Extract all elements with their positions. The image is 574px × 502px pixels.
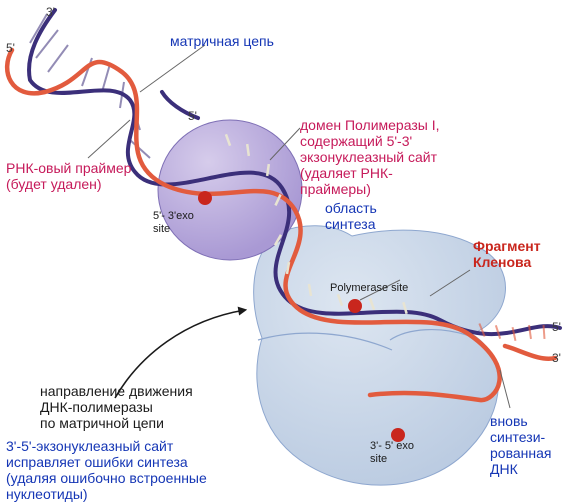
- end-5p-r: 5': [552, 321, 561, 335]
- end-5p-mid: 5': [188, 110, 197, 124]
- lead-matrix: [140, 45, 205, 92]
- label-exo53: 5'- 3'exosite: [153, 210, 194, 235]
- polymerase-dot: [348, 299, 362, 313]
- label-exo35: 3'- 5' exosite: [370, 440, 414, 465]
- tick-1: [247, 144, 249, 156]
- label-proofread: 3'-5'-экзонуклеазный сайтисправляет ошиб…: [6, 438, 207, 502]
- tick-tail-4: [544, 325, 545, 339]
- lead-primer: [88, 120, 130, 158]
- new-strand-tail: [505, 346, 555, 359]
- end-3p-tl: 3': [46, 6, 55, 20]
- label-new-dna: вновьсинтези-рованнаяДНК: [490, 413, 551, 477]
- tick-tail-2: [513, 327, 516, 341]
- basepair-4: [102, 64, 110, 92]
- tick-2: [267, 164, 269, 176]
- label-pol-site: Polymerase site: [330, 282, 408, 295]
- exo53-dot: [198, 191, 212, 205]
- label-klenow: ФрагментКленова: [473, 238, 541, 270]
- label-direction: направление движенияДНК-полимеразыпо мат…: [40, 383, 193, 431]
- end-3p-r: 3': [552, 352, 561, 366]
- label-domain: домен Полимеразы I,содержащий 5'-3'экзон…: [300, 117, 440, 197]
- basepair-2: [48, 45, 68, 72]
- end-5p-tl: 5': [6, 42, 15, 56]
- label-primer: РНК-овый праймер(будет удален): [6, 160, 131, 192]
- diagram-root: { "canvas": { "width": 574, "height": 50…: [0, 0, 574, 502]
- label-matrix: матричная цепь: [170, 33, 274, 49]
- lead-newdna: [500, 370, 510, 408]
- label-synth-area: областьсинтеза: [325, 200, 377, 232]
